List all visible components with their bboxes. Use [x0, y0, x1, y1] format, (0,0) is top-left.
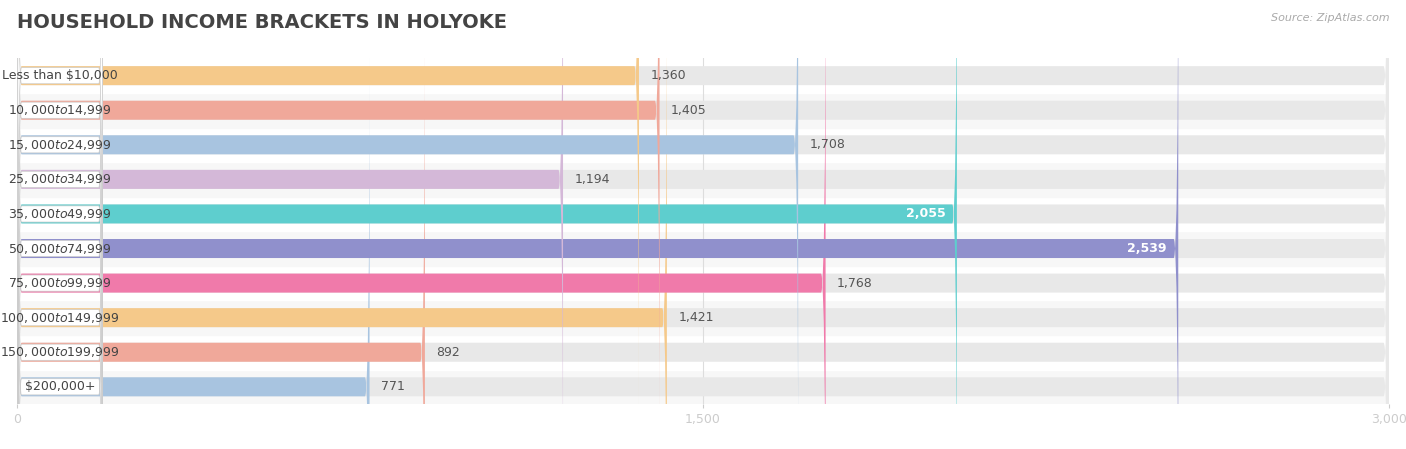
FancyBboxPatch shape — [17, 0, 1389, 449]
Text: 892: 892 — [436, 346, 460, 359]
Bar — [17, 370, 1389, 404]
FancyBboxPatch shape — [18, 14, 103, 449]
FancyBboxPatch shape — [18, 118, 103, 449]
Bar — [17, 335, 1389, 370]
FancyBboxPatch shape — [17, 51, 370, 449]
Text: $150,000 to $199,999: $150,000 to $199,999 — [0, 345, 120, 359]
FancyBboxPatch shape — [17, 0, 666, 449]
Bar — [17, 197, 1389, 231]
Bar — [17, 162, 1389, 197]
Bar — [17, 300, 1389, 335]
FancyBboxPatch shape — [18, 84, 103, 449]
FancyBboxPatch shape — [17, 0, 957, 449]
Text: 1,421: 1,421 — [678, 311, 714, 324]
Text: $10,000 to $14,999: $10,000 to $14,999 — [8, 103, 112, 117]
FancyBboxPatch shape — [18, 49, 103, 449]
Text: Less than $10,000: Less than $10,000 — [3, 69, 118, 82]
FancyBboxPatch shape — [17, 0, 1389, 449]
Text: HOUSEHOLD INCOME BRACKETS IN HOLYOKE: HOUSEHOLD INCOME BRACKETS IN HOLYOKE — [17, 13, 508, 32]
FancyBboxPatch shape — [17, 0, 1389, 449]
FancyBboxPatch shape — [17, 0, 1178, 449]
Text: $75,000 to $99,999: $75,000 to $99,999 — [8, 276, 112, 290]
FancyBboxPatch shape — [17, 0, 825, 449]
Bar — [17, 128, 1389, 162]
FancyBboxPatch shape — [17, 0, 1389, 449]
Bar — [17, 266, 1389, 300]
FancyBboxPatch shape — [18, 0, 103, 449]
Text: 1,405: 1,405 — [671, 104, 707, 117]
FancyBboxPatch shape — [17, 0, 638, 412]
Text: $50,000 to $74,999: $50,000 to $74,999 — [8, 242, 112, 255]
Bar — [17, 58, 1389, 93]
FancyBboxPatch shape — [17, 0, 1389, 449]
Text: 1,194: 1,194 — [575, 173, 610, 186]
Text: Source: ZipAtlas.com: Source: ZipAtlas.com — [1271, 13, 1389, 23]
FancyBboxPatch shape — [17, 0, 1389, 449]
Text: 1,360: 1,360 — [651, 69, 686, 82]
FancyBboxPatch shape — [18, 0, 103, 379]
FancyBboxPatch shape — [17, 0, 1389, 449]
Text: 1,708: 1,708 — [810, 138, 845, 151]
Bar — [17, 231, 1389, 266]
FancyBboxPatch shape — [17, 0, 799, 449]
FancyBboxPatch shape — [17, 0, 1389, 449]
FancyBboxPatch shape — [17, 16, 425, 449]
Text: $35,000 to $49,999: $35,000 to $49,999 — [8, 207, 112, 221]
FancyBboxPatch shape — [18, 0, 103, 448]
Bar — [17, 93, 1389, 128]
Text: $200,000+: $200,000+ — [25, 380, 96, 393]
FancyBboxPatch shape — [18, 0, 103, 414]
Text: 2,055: 2,055 — [905, 207, 945, 220]
FancyBboxPatch shape — [17, 0, 562, 449]
Text: 1,768: 1,768 — [837, 277, 873, 290]
FancyBboxPatch shape — [18, 0, 103, 344]
FancyBboxPatch shape — [17, 0, 1389, 449]
Text: $100,000 to $149,999: $100,000 to $149,999 — [0, 311, 120, 325]
FancyBboxPatch shape — [17, 0, 659, 446]
Text: $15,000 to $24,999: $15,000 to $24,999 — [8, 138, 112, 152]
FancyBboxPatch shape — [17, 0, 1389, 449]
Text: 2,539: 2,539 — [1128, 242, 1167, 255]
FancyBboxPatch shape — [18, 0, 103, 449]
Text: 771: 771 — [381, 380, 405, 393]
Text: $25,000 to $34,999: $25,000 to $34,999 — [8, 172, 112, 186]
